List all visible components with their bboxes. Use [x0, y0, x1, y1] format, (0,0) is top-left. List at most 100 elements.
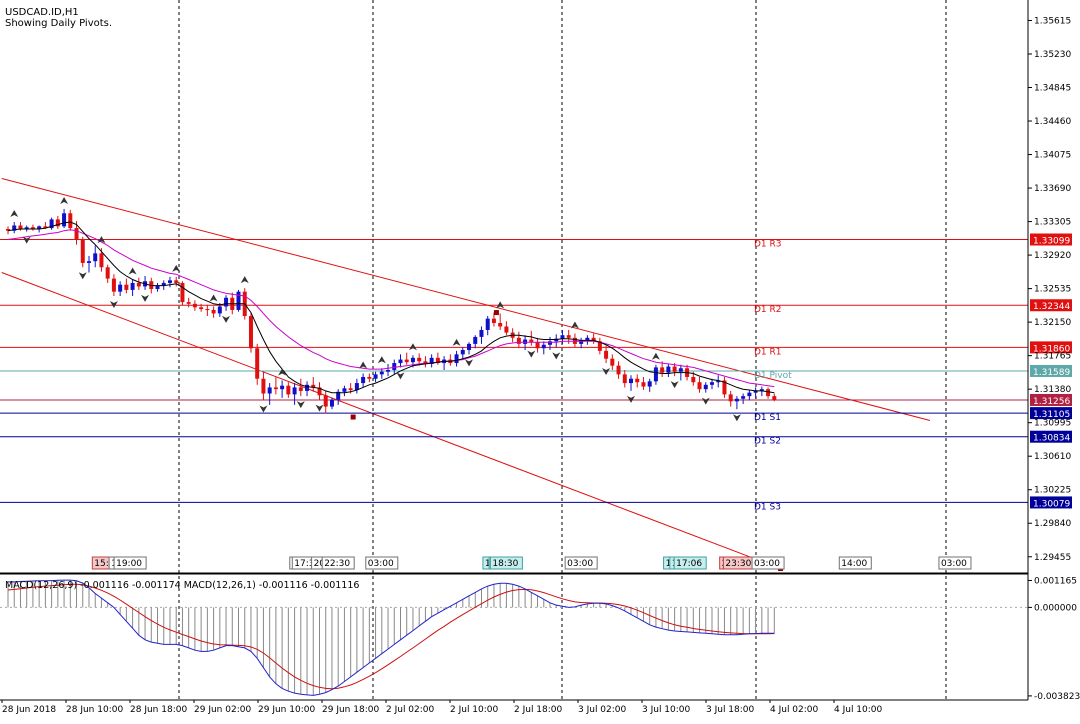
price-tag [1030, 364, 1072, 377]
fractal-down-arrow [602, 368, 611, 376]
session-marker-box [751, 556, 785, 570]
macd-main-line [8, 579, 775, 696]
candle-body [386, 370, 391, 372]
session-marker-label: 17:30 [294, 559, 320, 569]
y-tick-label: 1.32150 [1034, 318, 1071, 328]
fractal-up-arrow [60, 196, 69, 204]
candle-body [205, 309, 210, 311]
candle-body [373, 374, 378, 379]
channel-anchor-marker [350, 414, 356, 420]
fractal-up-arrow [97, 236, 106, 244]
candle-body [136, 282, 141, 287]
channel-line [1, 272, 781, 569]
candle-body [629, 378, 633, 384]
y-tick-label: 1.32920 [1034, 251, 1071, 261]
candle-body [55, 219, 60, 227]
candle-body [479, 329, 484, 337]
candle-body [255, 348, 260, 379]
candle-body [62, 213, 67, 227]
x-tick-label: 3 Jul 10:00 [642, 705, 691, 715]
candle-body [541, 344, 546, 349]
fractal-up-arrow [128, 267, 137, 275]
price-tag [1030, 496, 1072, 509]
pivot-levels: D1 R3 1.33099 D1 R2 1.32344 D1 R1 1.31860 D1 P… [0, 233, 1072, 512]
candle-body [741, 396, 746, 399]
pivot-label: D1 S2 [754, 437, 781, 447]
macd-title: MACD(12,26,9) -0.001116 -0.001174 MACD(1… [5, 580, 359, 591]
fractal-up-arrow [377, 356, 386, 364]
candle-body [124, 284, 129, 290]
y-tick-label: 1.34845 [1034, 83, 1071, 93]
candle-body [516, 337, 521, 344]
candle-body [672, 366, 677, 372]
grid [0, 0, 1028, 700]
candle-body [161, 282, 166, 286]
candle-body [361, 376, 366, 384]
candle-body [99, 253, 104, 268]
price-tag-label: 1.31860 [1033, 344, 1070, 354]
session-marker-label: 19:00 [116, 559, 142, 569]
fractal-up-arrow [408, 343, 417, 351]
pivot-label: D1 R1 [754, 347, 782, 357]
channel-line [1, 177, 931, 421]
session-marker-box [365, 556, 399, 570]
candle-body [342, 388, 347, 392]
candle-body [267, 387, 272, 394]
fractal-down-arrow [701, 397, 710, 405]
candle-body [653, 367, 658, 382]
candle-body [691, 376, 696, 383]
symbol-title: USDCAD.ID,H1 [5, 7, 79, 18]
fractal-up-arrow [496, 301, 505, 309]
x-tick-label: 2 Jul 18:00 [514, 705, 563, 715]
x-tick-label: 4 Jul 02:00 [770, 705, 819, 715]
candle-body [473, 336, 478, 344]
candle-body [49, 219, 54, 229]
candle-body [747, 392, 752, 397]
price-tag-label: 1.33099 [1033, 237, 1070, 247]
candle-body [354, 383, 359, 391]
session-marker-box [489, 556, 523, 570]
session-marker-label: 23:30 [725, 559, 751, 569]
candle-body [460, 349, 465, 355]
candle-body [429, 357, 434, 364]
candle-body [467, 343, 472, 350]
session-marker-box [673, 556, 707, 570]
session-marker-label: 1 [666, 559, 672, 569]
candle-body [753, 390, 758, 393]
price-tag-label: 1.30079 [1033, 499, 1070, 509]
candle-body [560, 335, 565, 339]
candle-body [610, 358, 615, 366]
candle-body [224, 297, 229, 307]
y-tick-label: 1.35615 [1034, 16, 1071, 26]
price-tag-label: 1.31589 [1033, 368, 1070, 378]
macd-signal-line [7, 583, 775, 690]
macd-y-tick-label: 0.000000 [1034, 603, 1077, 613]
candles[interactable] [6, 208, 777, 414]
candle-body [604, 350, 609, 359]
candle-body [298, 387, 303, 391]
candle-body [292, 387, 297, 395]
fractal-up-arrow [278, 368, 287, 376]
candle-body [660, 367, 665, 373]
x-tick-label: 2 Jul 10:00 [450, 705, 499, 715]
candle-body [37, 226, 42, 229]
price-tag-label: 1.32344 [1033, 302, 1070, 312]
y-tick-label: 1.35230 [1034, 50, 1071, 60]
candle-body [548, 341, 553, 345]
fractal-down-arrow [670, 381, 679, 389]
y-tick-label: 1.30225 [1034, 486, 1071, 496]
price-tag [1030, 341, 1072, 354]
fractal-down-arrow [552, 352, 561, 360]
moving-averages [7, 221, 775, 394]
session-marker-label: 03:00 [567, 559, 593, 569]
pivot-label: D1 S1 [754, 413, 781, 423]
candle-body [217, 306, 222, 314]
candle-body [435, 357, 440, 364]
session-marker-box [564, 556, 598, 570]
candle-body [186, 302, 191, 304]
x-tick-label: 28 Jun 2018 [2, 705, 56, 715]
session-marker-box [113, 556, 147, 570]
